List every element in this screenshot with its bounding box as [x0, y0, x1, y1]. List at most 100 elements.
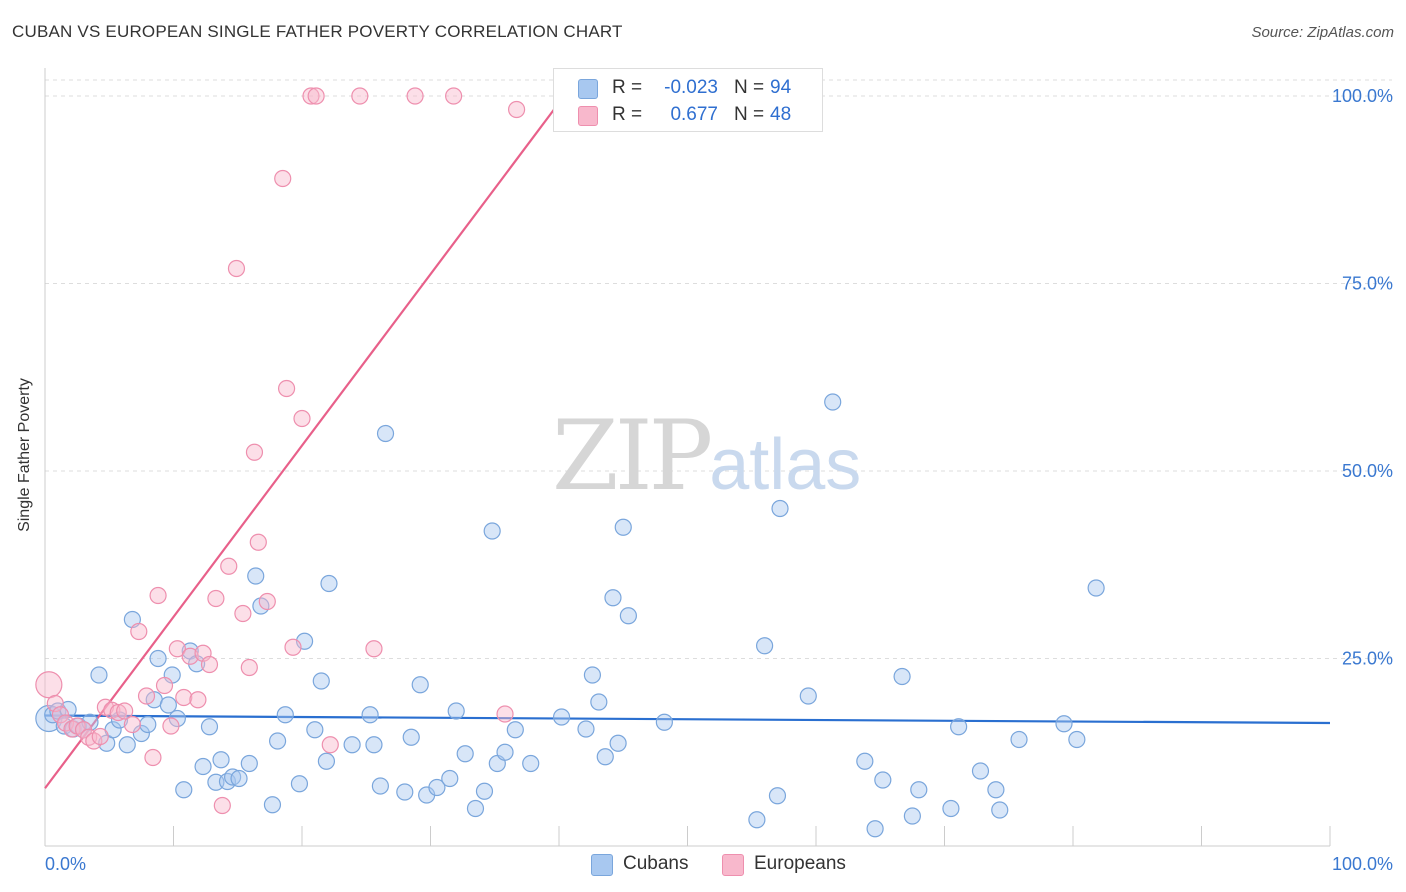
europeans-point [445, 87, 463, 105]
legend-n-value: 48 [770, 104, 792, 125]
legend-n-label: N = [734, 77, 765, 98]
cubans-point [604, 589, 622, 607]
europeans-point [274, 169, 292, 188]
x-tick-label: 100.0% [1332, 854, 1393, 874]
cubans-point [748, 811, 766, 829]
y-tick-label: 50.0% [1342, 461, 1393, 481]
legend-r-label: R = [612, 104, 643, 125]
europeans-point [130, 622, 148, 641]
europeans-point [227, 259, 246, 278]
cubans-point [942, 799, 960, 818]
cubans-point [306, 721, 324, 739]
bottom-legend-label-cubans: Cubans [623, 853, 689, 874]
cubans-point [991, 801, 1009, 819]
europeans-point [109, 703, 127, 722]
y-axis-label: Single Father Poverty [16, 378, 33, 532]
cubans-point [118, 736, 136, 754]
watermark-atlas: atlas [709, 425, 862, 505]
chart-title: CUBAN VS EUROPEAN SINGLE FATHER POVERTY … [12, 22, 623, 41]
europeans-point [277, 379, 296, 398]
cubans-point [402, 728, 420, 746]
cubans-point [910, 781, 928, 799]
europeans-point [240, 658, 258, 677]
europeans-point [200, 655, 219, 674]
europeans-point [220, 557, 238, 575]
europeans-point [213, 796, 231, 815]
cubans-point [799, 687, 817, 705]
europeans-point [137, 687, 156, 705]
cubans-point [200, 718, 219, 736]
bottom-legend-swatch-cubans [591, 854, 613, 876]
cubans-point [247, 567, 265, 585]
cubans-point [365, 736, 383, 754]
europeans-point [507, 100, 526, 119]
cubans-point [483, 522, 501, 540]
europeans-point [284, 638, 302, 656]
cubans-point [609, 734, 627, 752]
cubans-point [619, 607, 637, 625]
cubans-point [987, 781, 1005, 799]
bottom-legend-label-europeans: Europeans [754, 853, 846, 874]
cubans-point [276, 706, 294, 724]
europeans-point [307, 87, 325, 105]
zipatlas-watermark: ZIPatlas [552, 400, 861, 512]
cubans-point [522, 754, 540, 773]
cubans-point [371, 777, 389, 795]
y-tick-label: 75.0% [1342, 274, 1393, 294]
cubans-point [428, 778, 446, 797]
correlation-legend: R = -0.023 N = 94 R = 0.677 N = 48 [553, 68, 823, 132]
cubans-point [194, 757, 212, 776]
europeans-point [406, 87, 424, 105]
cubans-point [1055, 715, 1073, 733]
cubans-point [317, 752, 336, 770]
cubans-trend-line [44, 714, 1331, 725]
legend-n-label: N = [734, 104, 765, 125]
cubans-point [361, 706, 379, 724]
europeans-point [91, 727, 109, 746]
europeans-point [351, 87, 369, 105]
cubans-point [268, 732, 287, 750]
cubans-point [343, 736, 361, 754]
cubans-point [596, 748, 614, 766]
cubans-point [466, 799, 485, 818]
cubans-point [320, 574, 338, 593]
cubans-point [577, 720, 595, 738]
cubans-point [768, 787, 787, 805]
cubans-point [1068, 730, 1086, 749]
cubans-point [552, 708, 571, 726]
cubans-point [149, 649, 167, 668]
europeans-point [123, 715, 141, 734]
legend-r-value: -0.023 [664, 77, 718, 98]
cubans-point [590, 693, 608, 711]
cubans-point [224, 768, 242, 786]
europeans-point [207, 589, 225, 608]
bottom-legend-swatch-europeans [722, 854, 744, 876]
legend-row-cubans: R = -0.023 N = 94 [554, 75, 822, 101]
cubans-point [447, 702, 465, 720]
x-tick-label: 0.0% [45, 854, 86, 874]
europeans-point [302, 87, 320, 105]
europeans-point [245, 443, 264, 461]
cubans-point [824, 393, 842, 411]
europeans-point [155, 676, 174, 695]
cubans-point [866, 820, 884, 838]
cubans-point [614, 518, 632, 536]
legend-r-value: 0.677 [670, 104, 718, 125]
cubans-point [175, 781, 193, 799]
cubans-point [411, 676, 429, 694]
legend-row-europeans: R = 0.677 N = 48 [554, 102, 822, 128]
legend-n-value: 94 [770, 77, 792, 98]
cubans-point [475, 782, 494, 800]
legend-swatch-europeans [578, 106, 598, 126]
europeans-trend-line [44, 95, 566, 789]
tick-labels: 25.0% 50.0% 75.0% 100.0% 0.0% 100.0% [45, 86, 1393, 874]
cubans-point [159, 696, 177, 714]
cubans-point [312, 672, 330, 690]
europeans-point [51, 706, 70, 724]
europeans-point [189, 691, 207, 709]
cubans-point [90, 666, 108, 684]
cubans-point [755, 637, 774, 655]
europeans-point [149, 586, 167, 605]
europeans-point [35, 671, 63, 699]
